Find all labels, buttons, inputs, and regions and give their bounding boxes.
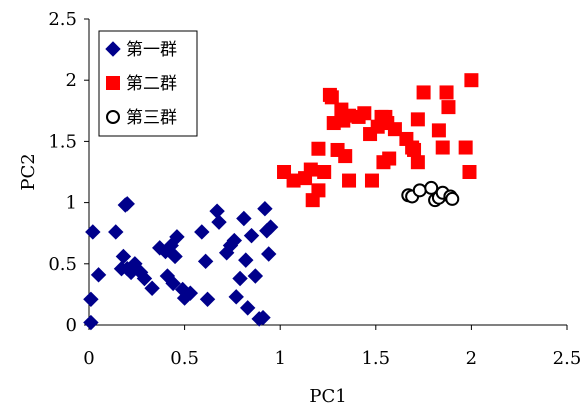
data-point [311, 183, 326, 198]
data-point [243, 227, 260, 244]
data-point [324, 90, 339, 105]
data-point [238, 252, 254, 268]
legend-item: 第二群 [106, 74, 177, 94]
data-point [357, 106, 372, 121]
data-point [119, 196, 135, 212]
data-point [364, 173, 379, 188]
y-tick-label: 1.5 [48, 131, 77, 152]
data-point [445, 191, 460, 206]
data-point [424, 180, 439, 195]
data-point [144, 280, 160, 296]
data-series [83, 73, 479, 331]
data-point [257, 201, 273, 217]
data-point [311, 141, 326, 156]
data-point [407, 142, 422, 157]
data-point [211, 214, 227, 230]
data-point [261, 246, 277, 262]
data-point [85, 224, 101, 240]
y-tick-label: 2.5 [48, 9, 77, 30]
data-point [410, 112, 425, 127]
data-point [435, 140, 450, 155]
data-point [236, 210, 252, 227]
data-point [115, 248, 132, 265]
data-point [226, 232, 243, 249]
data-point [209, 203, 225, 219]
data-point [228, 289, 244, 305]
data-point [197, 253, 214, 270]
y-axis-title: PC2 [18, 153, 39, 190]
data-point [262, 219, 279, 235]
data-point [165, 275, 181, 292]
data-point [167, 248, 183, 265]
y-tick-label: 2 [66, 70, 77, 91]
x-axis: 0 0.5 1 1.5 2 2.5 [83, 325, 580, 369]
data-point [342, 173, 357, 188]
data-point [83, 291, 99, 308]
legend-label: 第二群 [126, 74, 177, 94]
data-point [462, 165, 477, 179]
data-point [199, 291, 216, 308]
x-tick-label: 0 [83, 348, 94, 369]
y-tick-label: 1 [66, 193, 77, 214]
x-tick-label: 1.5 [361, 348, 390, 369]
data-point [412, 183, 427, 198]
y-tick-label: 0.5 [48, 254, 77, 275]
series-2 [277, 73, 479, 208]
data-point [387, 122, 402, 137]
data-point [136, 270, 153, 287]
data-point [239, 300, 256, 316]
legend-item: 第一群 [105, 40, 177, 60]
legend-item: 第三群 [106, 108, 177, 128]
legend-label: 第三群 [126, 108, 177, 128]
x-axis-title: PC1 [309, 386, 346, 407]
data-point [182, 285, 199, 301]
data-point [338, 149, 353, 164]
data-point [108, 224, 124, 240]
legend-marker [105, 41, 121, 57]
data-point [441, 100, 456, 115]
x-tick-label: 2 [466, 348, 477, 369]
data-point [317, 165, 332, 179]
data-point [232, 270, 248, 287]
data-point [439, 85, 454, 100]
data-point [431, 123, 446, 138]
legend-marker [106, 76, 120, 90]
x-tick-label: 1 [274, 348, 285, 369]
data-point [83, 314, 99, 331]
data-point [458, 140, 473, 155]
data-point [247, 268, 264, 284]
series-3 [401, 180, 460, 208]
plot-area [88, 19, 567, 326]
data-point [416, 85, 431, 100]
x-tick-label: 0.5 [170, 348, 199, 369]
data-point [90, 267, 107, 283]
data-point [303, 162, 318, 177]
y-axis: 0 0.5 1 1.5 2 2.5 [48, 9, 89, 336]
data-point [169, 229, 185, 245]
y-tick-label: 0 [66, 315, 77, 336]
x-tick-label: 2.5 [553, 348, 580, 369]
data-point [382, 151, 397, 166]
data-point [255, 309, 271, 326]
legend-label: 第一群 [126, 40, 177, 60]
data-point [410, 155, 425, 170]
series-1 [83, 196, 279, 331]
data-point [464, 73, 479, 88]
legend-marker [106, 110, 120, 124]
data-point [194, 224, 210, 240]
